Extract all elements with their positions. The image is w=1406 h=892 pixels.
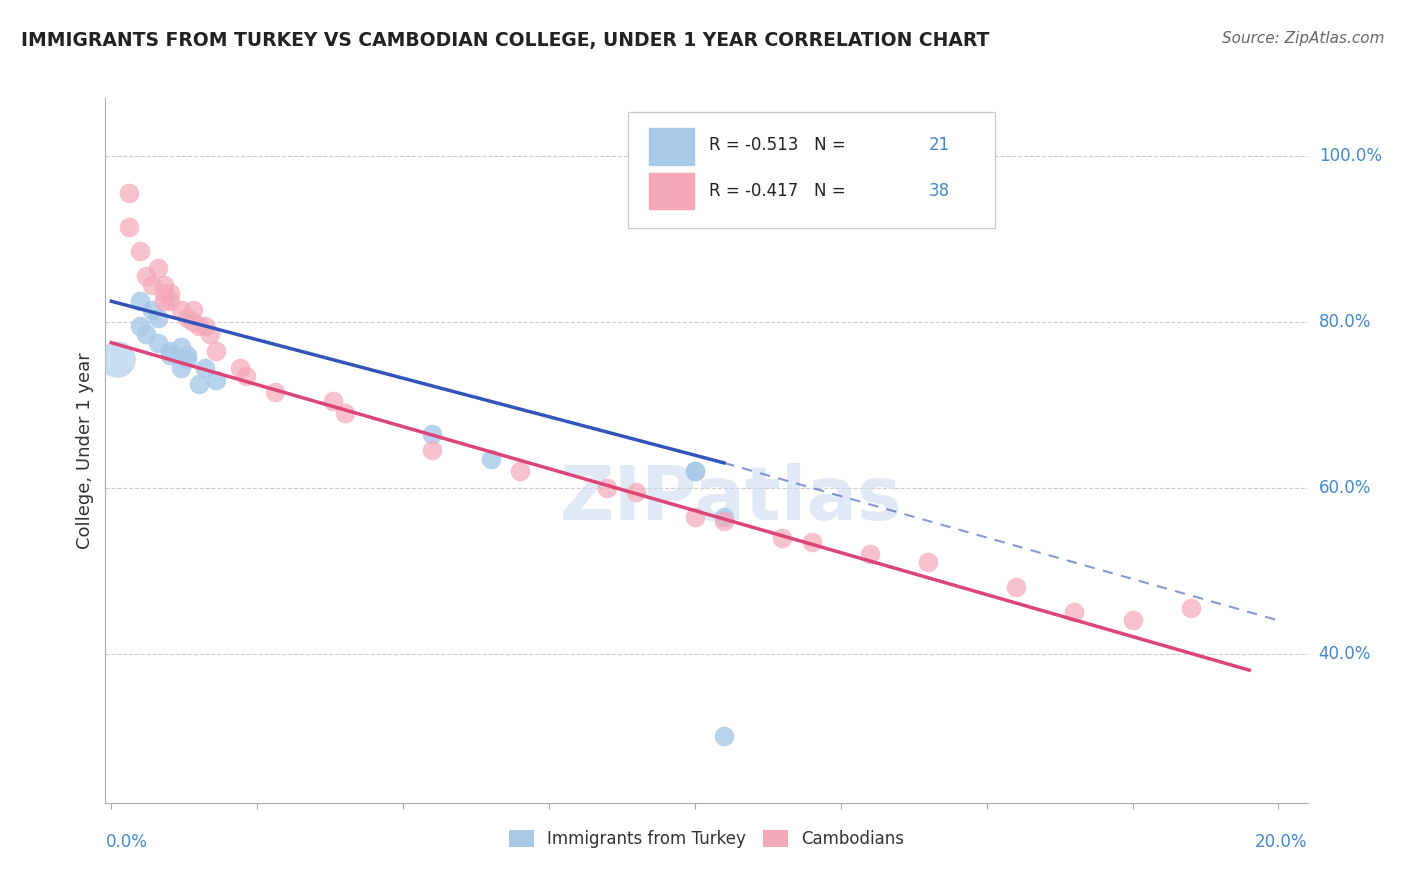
Point <box>770 531 793 545</box>
Point <box>105 352 128 367</box>
Point <box>1004 580 1026 594</box>
Point <box>141 302 163 317</box>
Text: 0.0%: 0.0% <box>105 833 148 851</box>
Point <box>263 385 285 400</box>
Point <box>713 730 735 744</box>
Point <box>194 360 217 375</box>
Point <box>1063 605 1085 619</box>
Point <box>170 340 193 354</box>
Point <box>129 319 152 334</box>
Point <box>1180 601 1202 615</box>
Text: Source: ZipAtlas.com: Source: ZipAtlas.com <box>1222 31 1385 46</box>
Text: 60.0%: 60.0% <box>1319 479 1371 497</box>
Point <box>626 484 648 499</box>
Text: 38: 38 <box>929 182 950 200</box>
Point <box>159 343 181 358</box>
Point <box>1121 614 1143 628</box>
Text: R = -0.417   N =: R = -0.417 N = <box>709 182 845 200</box>
Legend: Immigrants from Turkey, Cambodians: Immigrants from Turkey, Cambodians <box>502 822 911 855</box>
Y-axis label: College, Under 1 year: College, Under 1 year <box>76 352 94 549</box>
Text: 80.0%: 80.0% <box>1319 313 1371 331</box>
Point <box>153 294 176 309</box>
Point <box>181 315 204 329</box>
Point <box>141 277 163 292</box>
Point <box>200 327 222 342</box>
Point <box>187 319 209 334</box>
Bar <box>648 173 695 210</box>
Point <box>228 360 250 375</box>
Point <box>479 451 502 466</box>
Point <box>205 343 228 358</box>
Text: R = -0.513   N =: R = -0.513 N = <box>709 136 845 154</box>
Point <box>146 261 169 276</box>
Text: 100.0%: 100.0% <box>1319 147 1382 165</box>
Point <box>509 464 531 478</box>
Point <box>146 310 169 325</box>
Point <box>596 481 619 495</box>
Point <box>146 335 169 350</box>
Point <box>194 319 217 334</box>
Point <box>713 509 735 524</box>
Point <box>713 514 735 528</box>
Point <box>135 327 157 342</box>
Point <box>118 219 141 234</box>
Point <box>235 368 257 383</box>
Point <box>859 547 882 561</box>
Text: IMMIGRANTS FROM TURKEY VS CAMBODIAN COLLEGE, UNDER 1 YEAR CORRELATION CHART: IMMIGRANTS FROM TURKEY VS CAMBODIAN COLL… <box>21 31 990 50</box>
Point <box>153 285 176 300</box>
FancyBboxPatch shape <box>628 112 995 228</box>
Text: 40.0%: 40.0% <box>1319 645 1371 663</box>
Point <box>683 509 706 524</box>
Point <box>176 352 198 367</box>
Point <box>917 555 939 569</box>
Text: ZIPatlas: ZIPatlas <box>560 463 901 536</box>
Point <box>170 302 193 317</box>
Point <box>176 310 198 325</box>
Point <box>159 285 181 300</box>
Point <box>420 426 443 441</box>
Point <box>118 186 141 201</box>
Point <box>322 393 344 408</box>
Point <box>159 348 181 362</box>
Point <box>153 277 176 292</box>
Point <box>205 373 228 387</box>
Point <box>176 348 198 362</box>
Point <box>800 534 823 549</box>
Point <box>129 244 152 259</box>
Point <box>129 294 152 309</box>
Point <box>683 464 706 478</box>
Point <box>187 377 209 392</box>
Text: 21: 21 <box>929 136 950 154</box>
Point <box>170 360 193 375</box>
Point <box>683 464 706 478</box>
Point <box>333 406 356 420</box>
Point <box>420 443 443 458</box>
Bar <box>648 128 695 165</box>
Point <box>159 294 181 309</box>
Point <box>181 302 204 317</box>
Text: 20.0%: 20.0% <box>1256 833 1308 851</box>
Point <box>135 269 157 284</box>
